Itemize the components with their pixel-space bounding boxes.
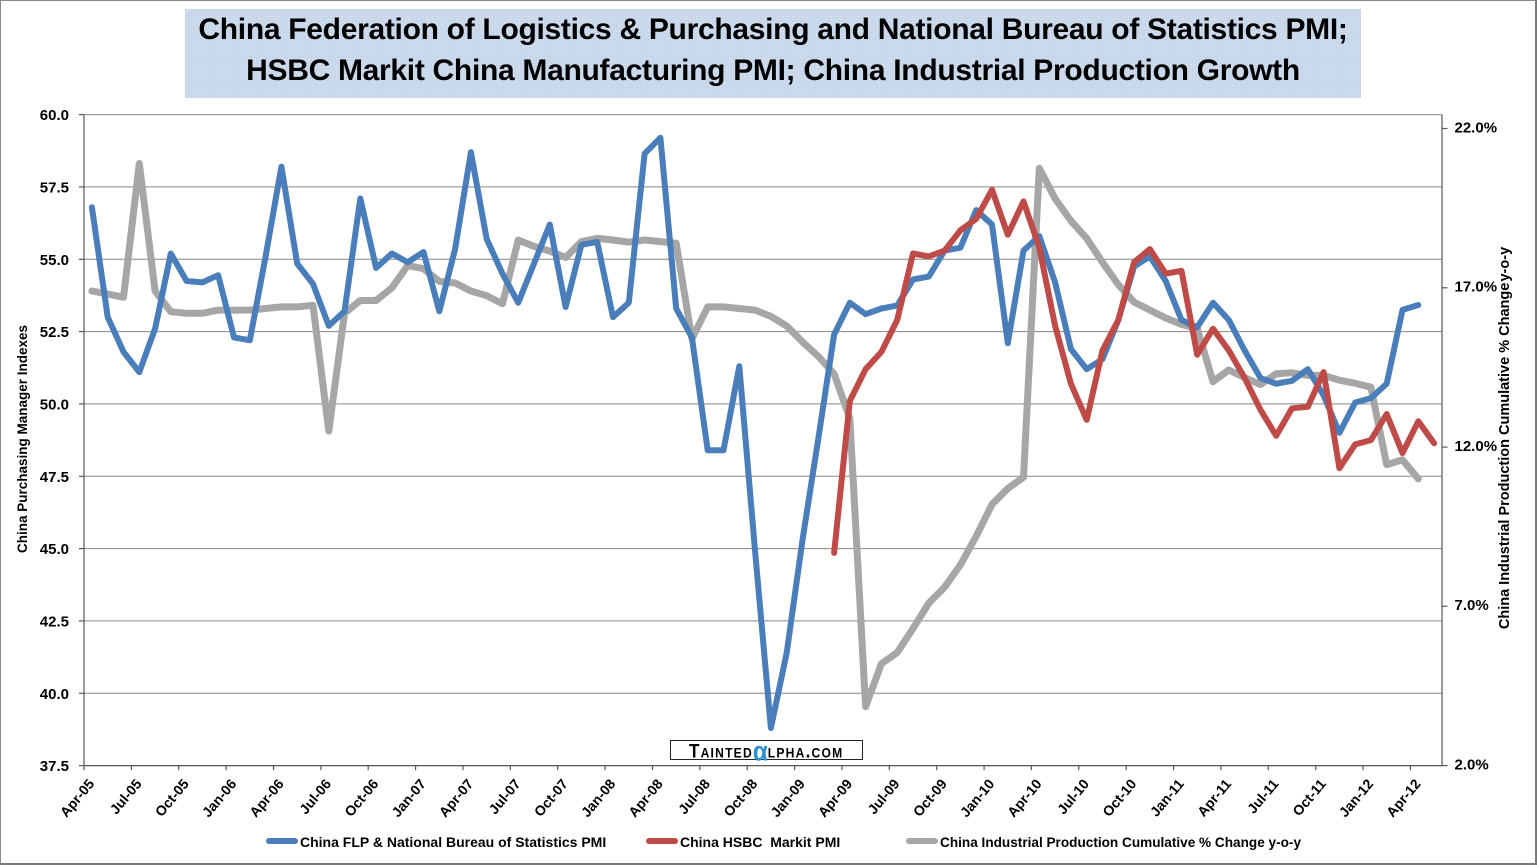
svg-text:Oct-08: Oct-08 <box>720 776 760 820</box>
svg-text:China Purchasing Manager Index: China Purchasing Manager Indexes <box>15 325 30 553</box>
svg-text:Apr-06: Apr-06 <box>246 776 287 820</box>
svg-text:Oct-07: Oct-07 <box>531 776 571 820</box>
svg-text:37.5: 37.5 <box>40 758 69 775</box>
svg-text:57.5: 57.5 <box>40 179 69 196</box>
svg-text:Jan-10: Jan-10 <box>957 776 998 820</box>
svg-text:Oct-09: Oct-09 <box>910 776 950 820</box>
svg-text:Apr-10: Apr-10 <box>1004 776 1045 820</box>
svg-text:22.0%: 22.0% <box>1455 119 1498 136</box>
svg-text:Apr-08: Apr-08 <box>625 776 666 820</box>
svg-text:40.0: 40.0 <box>40 686 69 703</box>
svg-text:50.0: 50.0 <box>40 396 69 413</box>
svg-text:17.0%: 17.0% <box>1455 279 1498 296</box>
svg-text:47.5: 47.5 <box>40 469 69 486</box>
svg-text:Apr-05: Apr-05 <box>57 776 98 820</box>
svg-text:12.0%: 12.0% <box>1455 438 1498 455</box>
svg-text:7.0%: 7.0% <box>1455 597 1489 614</box>
svg-text:55.0: 55.0 <box>40 252 69 269</box>
svg-text:Apr-07: Apr-07 <box>436 776 477 820</box>
svg-text:Oct-11: Oct-11 <box>1289 776 1329 819</box>
svg-text:45.0: 45.0 <box>40 541 69 558</box>
svg-text:Jul-05: Jul-05 <box>106 776 144 817</box>
svg-text:Oct-05: Oct-05 <box>152 776 192 820</box>
svg-text:60.0: 60.0 <box>40 107 69 124</box>
svg-text:Oct-10: Oct-10 <box>1099 776 1139 820</box>
svg-text:Apr-11: Apr-11 <box>1194 776 1234 820</box>
svg-text:Jan-07: Jan-07 <box>388 776 429 820</box>
svg-text:Jul-08: Jul-08 <box>675 776 713 817</box>
svg-text:2.0%: 2.0% <box>1455 756 1489 773</box>
svg-text:Apr-09: Apr-09 <box>815 776 856 820</box>
svg-text:Jul-07: Jul-07 <box>485 776 523 817</box>
svg-text:Jan-06: Jan-06 <box>199 776 240 820</box>
svg-text:Jan-12: Jan-12 <box>1336 776 1377 820</box>
svg-text:52.5: 52.5 <box>40 324 69 341</box>
svg-text:Jan-09: Jan-09 <box>767 776 808 820</box>
svg-text:China Industrial Production Cu: China Industrial Production Cumulative %… <box>1497 247 1513 629</box>
svg-text:Jan-11: Jan-11 <box>1147 776 1187 820</box>
svg-text:42.5: 42.5 <box>40 613 69 630</box>
svg-text:Oct-06: Oct-06 <box>341 776 381 820</box>
svg-text:Jul-06: Jul-06 <box>296 776 334 817</box>
svg-text:Jul-11: Jul-11 <box>1244 776 1282 817</box>
svg-text:Apr-12: Apr-12 <box>1383 776 1424 820</box>
svg-text:Jul-09: Jul-09 <box>864 776 902 817</box>
svg-text:Jan-08: Jan-08 <box>578 776 619 820</box>
svg-text:Jul-10: Jul-10 <box>1054 776 1092 817</box>
